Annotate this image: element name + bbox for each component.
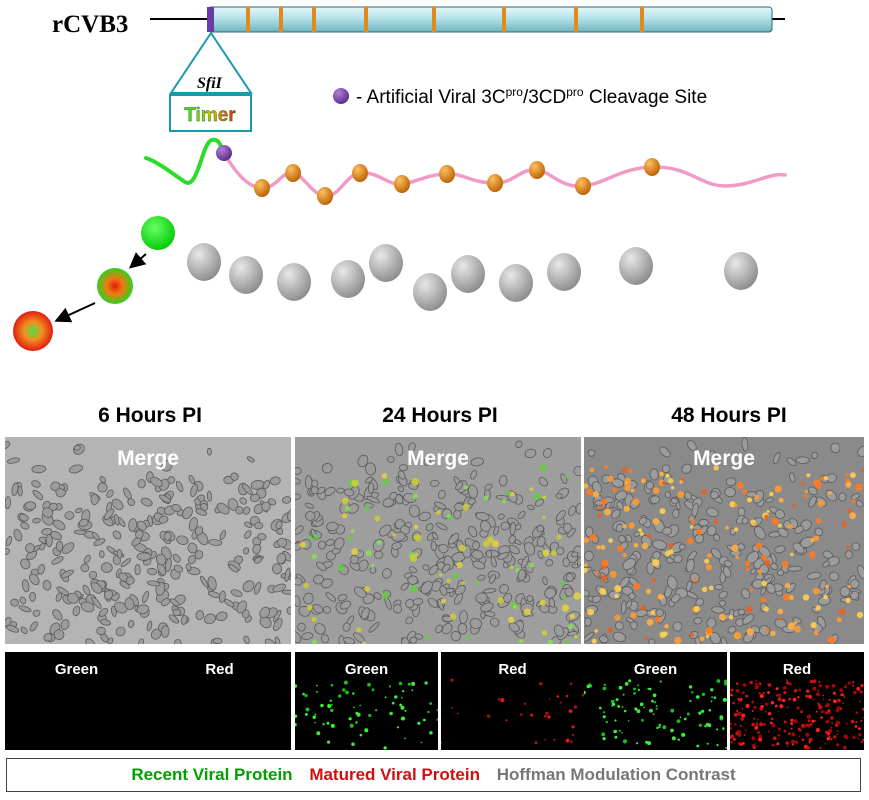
- protease-site-dot: [644, 158, 660, 176]
- red-channel-48h: Red: [730, 652, 864, 750]
- insert-marker: [207, 7, 214, 32]
- cleaved-protein: [369, 244, 403, 282]
- genome-tube: [207, 6, 773, 33]
- protease-site-dot: [394, 175, 410, 193]
- red-label-6h: Red: [205, 661, 234, 678]
- polyprotein-strand: [222, 151, 787, 198]
- protease-site-dot: [254, 179, 270, 197]
- merge-image-48h: [584, 437, 864, 644]
- red-image-24h: [441, 678, 584, 745]
- protease-site-dot: [575, 177, 591, 195]
- cleaved-protein: [547, 253, 581, 291]
- merge-image-6h: [5, 437, 291, 644]
- merge-label-24h: Merge: [407, 447, 469, 470]
- cleaved-protein: [413, 273, 447, 311]
- protease-band: [279, 7, 283, 32]
- protease-band: [640, 7, 644, 32]
- protease-band: [246, 7, 250, 32]
- protease-band: [364, 7, 368, 32]
- red-image-48h: [730, 679, 864, 750]
- green-channel-6h: Green: [5, 652, 148, 750]
- cleaved-protein: [229, 256, 263, 294]
- protease-site-dot: [487, 174, 503, 192]
- cleaved-protein: [499, 264, 533, 302]
- cleaved-protein: [619, 247, 653, 285]
- green-image-24h: [295, 680, 438, 750]
- merge-panel-6h: Merge: [5, 437, 291, 644]
- protease-band: [312, 7, 316, 32]
- sfii-label: SfiI: [197, 75, 223, 92]
- cleavage-site-dot: [216, 145, 232, 161]
- merge-label-6h: Merge: [117, 447, 179, 470]
- col-title-48h: 48 Hours PI: [671, 404, 787, 427]
- timer-protein-strand: [144, 137, 226, 185]
- col-title-24h: 24 Hours PI: [382, 404, 498, 427]
- green-label-48h: Green: [633, 661, 678, 678]
- green-channel-48h: Green: [584, 652, 727, 750]
- protease-site-dot: [317, 187, 333, 205]
- green-channel-24h: Green: [295, 652, 438, 750]
- protease-site-bands: [246, 7, 644, 32]
- cleaved-protein: [187, 243, 221, 281]
- timer-box: [169, 94, 252, 132]
- maturation-arrow-1: [128, 252, 147, 269]
- cleavage-legend-dot: [333, 88, 349, 104]
- col-title-6h: 6 Hours PI: [98, 404, 202, 427]
- genome-label: rCVB3: [52, 11, 128, 38]
- cleaved-protein: [277, 263, 311, 301]
- cleaved-protein: [331, 260, 365, 298]
- legend-recent: Recent Viral Protein: [131, 765, 293, 784]
- legend-matured: Matured Viral Protein: [309, 765, 480, 784]
- protease-site-dot: [285, 164, 301, 182]
- red-channel-6h: Red: [148, 652, 291, 750]
- matured-timer-ball: [13, 311, 53, 351]
- cleavage-legend: - Artificial Viral 3Cpro/3CDpro Cleavage…: [356, 85, 707, 108]
- merge-label-48h: Merge: [693, 447, 755, 470]
- maturation-arrow-2: [54, 302, 96, 323]
- protease-sites: [254, 158, 660, 205]
- legend-hoffman: Hoffman Modulation Contrast: [496, 765, 736, 784]
- protease-band: [574, 7, 578, 32]
- red-channel-24h: Red: [441, 652, 584, 750]
- color-legend: Recent Viral Protein Matured Viral Prote…: [6, 758, 861, 792]
- maturing-timer-ball: [97, 268, 133, 304]
- green-label-6h: Green: [54, 661, 99, 678]
- merge-image-24h: [295, 437, 581, 644]
- protease-site-dot: [529, 161, 545, 179]
- merge-panel-48h: Merge: [584, 437, 864, 644]
- timer-label: Timer: [184, 105, 236, 126]
- protease-band: [502, 7, 506, 32]
- protease-band: [432, 7, 436, 32]
- red-label-48h: Red: [782, 661, 812, 678]
- protease-site-dot: [439, 165, 455, 183]
- cleaved-protein: [724, 252, 758, 290]
- insert-triangle: [169, 31, 253, 94]
- cleaved-protein: [451, 255, 485, 293]
- merge-panel-24h: Merge: [295, 437, 581, 644]
- red-label-24h: Red: [498, 661, 527, 678]
- construct-diagram: rCVB3 SfiI Timer - Artificial Viral 3Cpr…: [13, 6, 787, 351]
- cleaved-viral-proteins: [187, 243, 758, 311]
- protease-site-dot: [352, 164, 368, 182]
- recent-timer-ball: [141, 216, 175, 250]
- green-label-24h: Green: [344, 661, 389, 678]
- green-image-48h: [584, 679, 727, 749]
